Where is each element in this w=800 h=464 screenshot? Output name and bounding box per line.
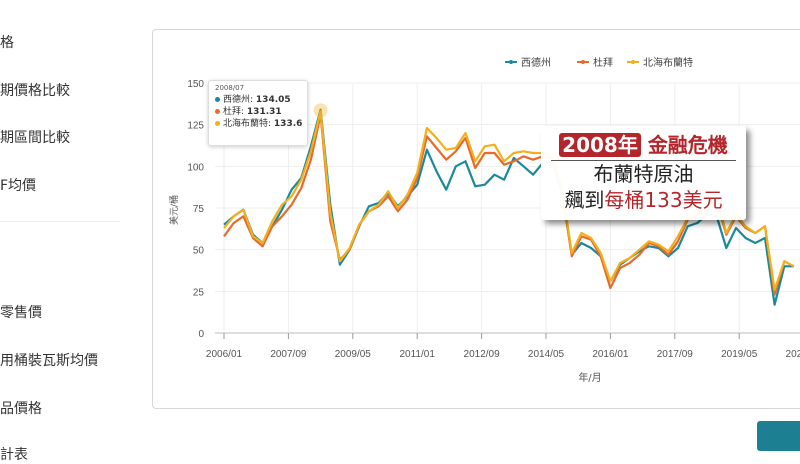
- series-dot-icon: [215, 97, 220, 102]
- news-caption: 2008年 金融危機 布蘭特原油 飆到每桶133美元: [541, 126, 746, 220]
- y-tick-label: 125: [187, 121, 204, 132]
- x-tick-label: 2007/09: [270, 349, 307, 360]
- x-tick-label: 2019/05: [721, 349, 758, 360]
- sidebar-item[interactable]: 品價格: [0, 401, 42, 417]
- caption-highlight: 每桶133美元: [604, 188, 723, 212]
- legend-label: 北海布蘭特: [643, 56, 693, 69]
- x-tick-label: 2017/09: [657, 349, 694, 360]
- tooltip-value: 131.31: [246, 107, 282, 117]
- x-tick-label: 2006/01: [206, 349, 243, 360]
- tooltip-label: 杜拜:: [223, 107, 245, 117]
- y-axis-label: 美元/桶: [168, 195, 180, 225]
- hover-highlight: [313, 103, 328, 118]
- x-tick-label: 2009/05: [335, 349, 372, 360]
- caption-headline: 2008年 金融危機: [541, 129, 746, 158]
- x-tick-label: 2014/05: [528, 349, 565, 360]
- tooltip-date: 2008/07: [215, 84, 245, 92]
- tooltip-label: 北海布蘭特:: [223, 119, 272, 129]
- legend-label: 杜拜: [593, 56, 613, 69]
- sidebar-item[interactable]: F均價: [0, 178, 37, 194]
- sidebar-divider: [0, 221, 120, 222]
- y-tick-label: 100: [187, 162, 204, 173]
- caption-line2: 布蘭特原油: [593, 162, 694, 186]
- x-tick-label: 2011/01: [399, 349, 435, 360]
- x-tick-label: 2012/09: [464, 349, 501, 360]
- tooltip-label: 西德州:: [223, 95, 254, 105]
- series-dot-icon: [215, 121, 220, 126]
- y-tick-label: 75: [193, 204, 205, 215]
- legend-marker: [631, 60, 635, 64]
- tooltip-row-dubai: 杜拜: 131.31: [215, 106, 301, 118]
- sidebar-item[interactable]: 用桶裝瓦斯均價: [0, 353, 98, 369]
- caption-title: 金融危機: [647, 133, 728, 157]
- chart-tooltip: 2008/07 西德州: 134.05 杜拜: 131.31 北海布蘭特: 13…: [208, 80, 308, 146]
- tooltip-row-wti: 西德州: 134.05: [215, 94, 301, 106]
- sidebar-item[interactable]: 格: [0, 35, 14, 51]
- action-button[interactable]: [757, 421, 800, 451]
- x-tick-label: 2021/01: [786, 349, 800, 360]
- price-chart: 0 25 50 75 100 125 150 2006/01 2007/09 2009/05 201…: [168, 56, 800, 384]
- caption-prefix: 飆到: [564, 188, 605, 212]
- series-dot-icon: [215, 109, 220, 114]
- y-tick-label: 0: [198, 329, 204, 340]
- caption-line3: 飆到每桶133美元: [541, 187, 746, 213]
- x-axis-label: 年/月: [578, 371, 601, 384]
- x-tick-label: 2016/01: [592, 349, 629, 360]
- tooltip-value: 133.6: [273, 119, 303, 129]
- tooltip-value: 134.05: [255, 95, 291, 105]
- legend-marker: [509, 60, 513, 64]
- legend-marker: [581, 60, 585, 64]
- y-tick-label: 150: [187, 79, 204, 90]
- tooltip-row-brent: 北海布蘭特: 133.6: [215, 118, 303, 130]
- legend-label: 西德州: [521, 56, 551, 69]
- sidebar-item[interactable]: 零售價: [0, 305, 42, 321]
- y-tick-label: 50: [193, 246, 205, 257]
- caption-divider: [551, 160, 736, 161]
- y-tick-label: 25: [193, 287, 205, 298]
- sidebar-item[interactable]: 期區間比較: [0, 130, 70, 146]
- caption-year: 2008年: [559, 133, 641, 157]
- sidebar-item[interactable]: 期價格比較: [0, 83, 70, 99]
